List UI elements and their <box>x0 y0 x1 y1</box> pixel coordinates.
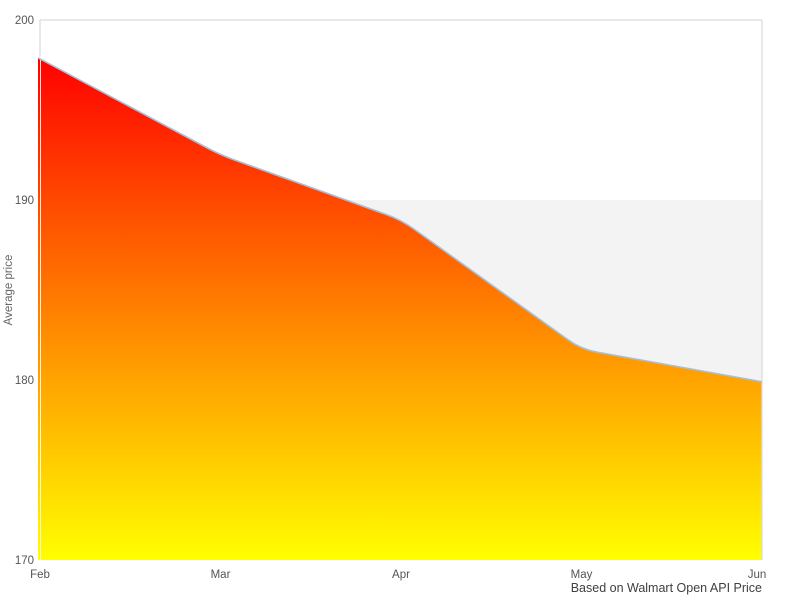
y-tick-label-180: 180 <box>15 375 34 387</box>
area-series <box>38 57 762 561</box>
x-tick-label-mar: Mar <box>211 569 231 581</box>
series-line <box>37 57 763 383</box>
plot-border <box>39 19 763 560</box>
y-axis-tick-labels: 170 180 190 200 <box>15 15 34 567</box>
x-tick-label-feb: Feb <box>30 569 50 581</box>
x-tick-label-may: May <box>571 569 593 581</box>
y-tick-label-200: 200 <box>15 15 34 27</box>
y-tick-label-190: 190 <box>15 195 34 207</box>
chart-caption: Based on Walmart Open API Price <box>571 581 762 595</box>
x-tick-label-jun: Jun <box>748 569 767 581</box>
x-axis-tick-labels: Feb Mar Apr May Jun <box>30 569 766 581</box>
x-tick-label-apr: Apr <box>392 569 410 581</box>
y-axis-title: Average price <box>3 255 15 326</box>
y-tick-label-170: 170 <box>15 555 34 567</box>
